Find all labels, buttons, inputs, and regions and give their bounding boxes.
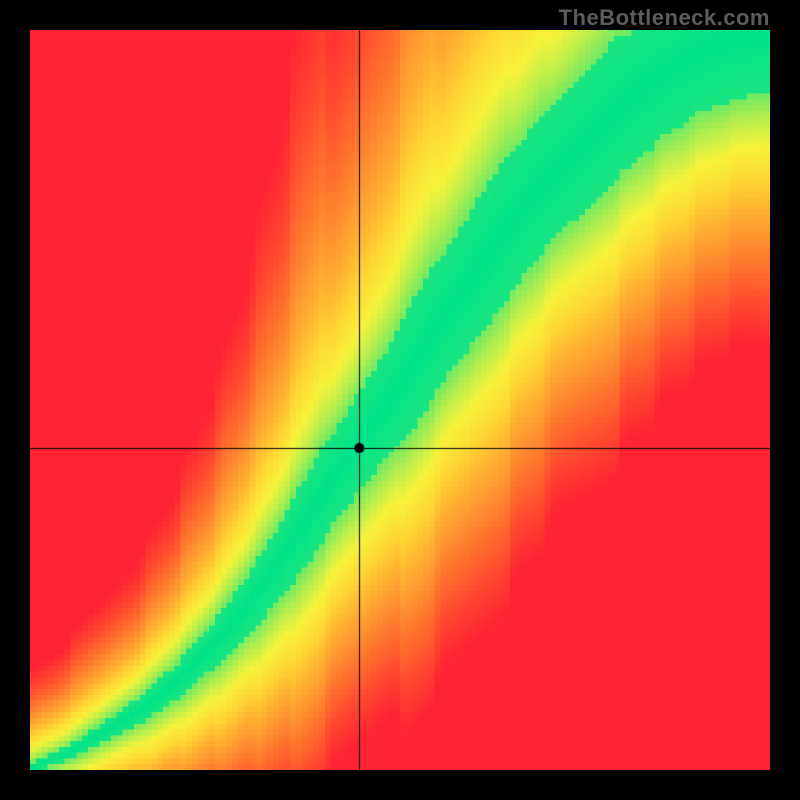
overlay-canvas (0, 0, 800, 800)
chart-container: TheBottleneck.com (0, 0, 800, 800)
watermark-text: TheBottleneck.com (559, 5, 770, 31)
